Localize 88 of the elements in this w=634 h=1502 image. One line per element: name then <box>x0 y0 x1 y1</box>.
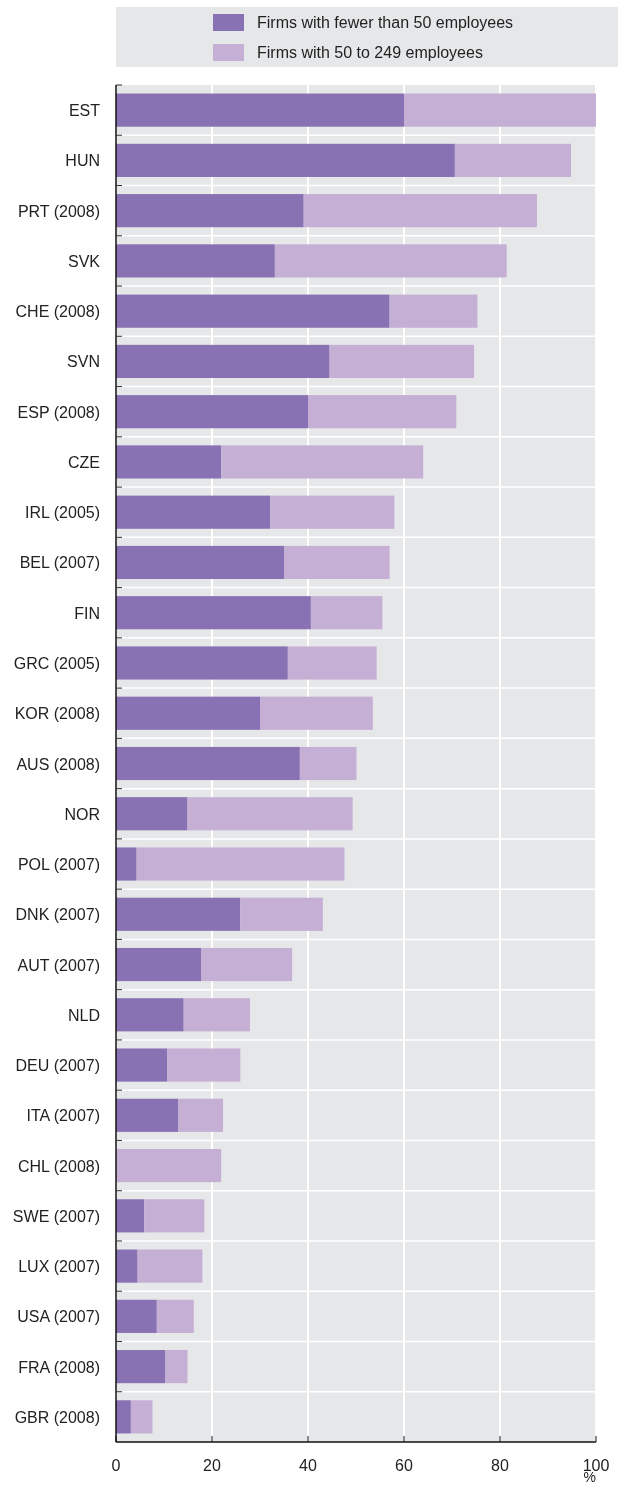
bar <box>287 646 377 680</box>
bar <box>270 495 395 529</box>
bar <box>156 1299 194 1333</box>
y-tick-label: HUN <box>65 152 100 170</box>
bar <box>116 294 390 328</box>
bar <box>303 194 537 228</box>
bar <box>308 395 457 429</box>
bar <box>116 1400 131 1434</box>
bar <box>116 797 188 831</box>
bar <box>274 244 507 278</box>
y-tick-label: KOR (2008) <box>14 705 100 723</box>
y-tick-label: DNK (2007) <box>15 906 100 924</box>
y-tick-label: IRL (2005) <box>25 504 100 522</box>
bar <box>116 143 455 177</box>
bar <box>116 696 260 730</box>
y-tick-label: SWE (2007) <box>12 1207 100 1225</box>
bar <box>165 1350 188 1384</box>
bar <box>116 244 275 278</box>
y-tick-label: SVK <box>67 252 101 270</box>
bar <box>116 1148 222 1183</box>
x-tick-label: 0 <box>111 1457 121 1474</box>
bar <box>240 897 323 931</box>
bar <box>221 445 424 479</box>
bar <box>116 1048 168 1082</box>
x-tick-label: 40 <box>299 1457 317 1474</box>
x-tick-label: 100 <box>582 1457 610 1474</box>
bar <box>389 294 478 328</box>
legend-label: Firms with 50 to 249 employees <box>257 44 483 61</box>
bar <box>284 545 390 580</box>
y-tick-label: ESP (2008) <box>17 403 100 421</box>
y-tick-label: EST <box>68 102 101 120</box>
bar <box>130 1400 153 1434</box>
bar <box>116 947 202 982</box>
bar <box>329 344 475 379</box>
bar <box>454 143 572 177</box>
y-tick-label: NOR <box>64 805 100 823</box>
x-tick-label: 20 <box>203 1457 221 1474</box>
y-tick-label: POL (2007) <box>17 856 100 874</box>
y-tick-label: LUX (2007) <box>18 1258 100 1276</box>
y-tick-label: PRT (2008) <box>17 202 100 220</box>
bar <box>116 897 241 931</box>
bar <box>201 947 293 982</box>
bar <box>404 93 596 127</box>
bar <box>260 696 373 730</box>
bar <box>116 495 271 529</box>
bar <box>116 344 330 379</box>
bar <box>136 847 345 881</box>
bar <box>116 596 311 630</box>
bar <box>187 797 353 831</box>
bar <box>116 545 284 580</box>
y-tick-label: USA (2007) <box>17 1308 100 1326</box>
bar <box>116 1098 179 1132</box>
bar <box>178 1098 224 1132</box>
legend-label: Firms with fewer than 50 employees <box>257 14 514 31</box>
bar <box>116 1350 166 1384</box>
bar <box>116 194 304 228</box>
y-tick-label: ITA (2007) <box>26 1107 100 1125</box>
y-tick-label: CZE <box>68 453 100 471</box>
bar <box>116 646 288 680</box>
bar <box>116 998 184 1032</box>
bar <box>310 596 383 630</box>
bar <box>116 847 137 881</box>
y-tick-label: CHL (2008) <box>17 1157 100 1175</box>
x-tick-label: 60 <box>395 1457 413 1474</box>
bar <box>116 1249 138 1283</box>
y-tick-label: AUT (2007) <box>17 956 100 974</box>
bar <box>299 746 357 781</box>
y-tick-label: NLD <box>67 1006 100 1024</box>
bar <box>116 1199 145 1233</box>
bar <box>116 445 222 479</box>
bar <box>116 1299 157 1333</box>
y-tick-label: CHE (2008) <box>15 303 100 321</box>
y-tick-label: DEU (2007) <box>15 1057 100 1075</box>
bar <box>116 746 300 781</box>
y-tick-label: FRA (2008) <box>18 1358 100 1376</box>
x-tick-label: 80 <box>491 1457 509 1474</box>
bar <box>144 1199 205 1233</box>
bar <box>137 1249 203 1283</box>
bar <box>167 1048 241 1082</box>
bar <box>116 395 308 429</box>
y-tick-label: BEL (2007) <box>19 554 100 572</box>
y-tick-label: GBR (2008) <box>14 1408 100 1426</box>
y-tick-label: GRC (2005) <box>13 654 100 672</box>
y-tick-label: FIN <box>74 604 100 622</box>
y-tick-label: AUS (2008) <box>16 755 100 773</box>
y-tick-label: SVN <box>67 353 100 371</box>
bar <box>183 998 250 1032</box>
bar <box>116 93 404 127</box>
